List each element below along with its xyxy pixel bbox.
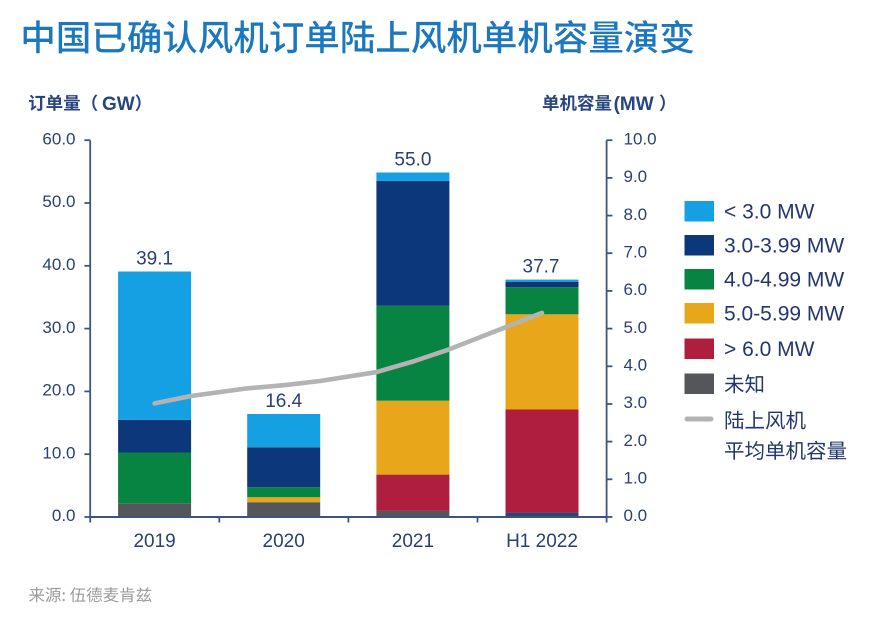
svg-text:0.0: 0.0 (52, 506, 76, 525)
svg-text:55.0: 55.0 (394, 149, 431, 170)
svg-text:> 6.0 MW: > 6.0 MW (724, 338, 815, 361)
svg-text:10.0: 10.0 (624, 129, 657, 148)
svg-text:9.0: 9.0 (624, 167, 648, 186)
svg-text:5.0-5.99 MW: 5.0-5.99 MW (724, 303, 844, 326)
svg-text:30.0: 30.0 (42, 318, 75, 337)
svg-text:2.0: 2.0 (624, 431, 648, 450)
svg-text:10.0: 10.0 (42, 443, 75, 462)
svg-text:2019: 2019 (133, 531, 175, 552)
svg-text:GW: GW (102, 94, 135, 115)
svg-text:60.0: 60.0 (42, 129, 75, 148)
svg-text:H1 2022: H1 2022 (506, 531, 578, 552)
svg-text:4.0-4.99 MW: 4.0-4.99 MW (724, 269, 844, 292)
svg-text:2021: 2021 (392, 531, 434, 552)
svg-text:1.0: 1.0 (624, 469, 648, 488)
svg-text:(MW: (MW (614, 94, 654, 115)
svg-text:4.0: 4.0 (624, 355, 648, 374)
svg-text:6.0: 6.0 (624, 280, 648, 299)
svg-text:8.0: 8.0 (624, 205, 648, 224)
svg-text:20.0: 20.0 (42, 381, 75, 400)
svg-text:0.0: 0.0 (624, 506, 648, 525)
svg-text:37.7: 37.7 (523, 256, 560, 277)
svg-text:40.0: 40.0 (42, 255, 75, 274)
svg-text:5.0: 5.0 (624, 318, 648, 337)
svg-text:3.0: 3.0 (624, 393, 648, 412)
svg-text:3.0-3.99 MW: 3.0-3.99 MW (724, 235, 844, 258)
svg-text:2020: 2020 (263, 531, 305, 552)
svg-text:39.1: 39.1 (136, 248, 173, 269)
svg-text:7.0: 7.0 (624, 242, 648, 261)
svg-text:< 3.0 MW: < 3.0 MW (724, 201, 815, 224)
svg-text:16.4: 16.4 (265, 391, 302, 412)
svg-text:50.0: 50.0 (42, 192, 75, 211)
